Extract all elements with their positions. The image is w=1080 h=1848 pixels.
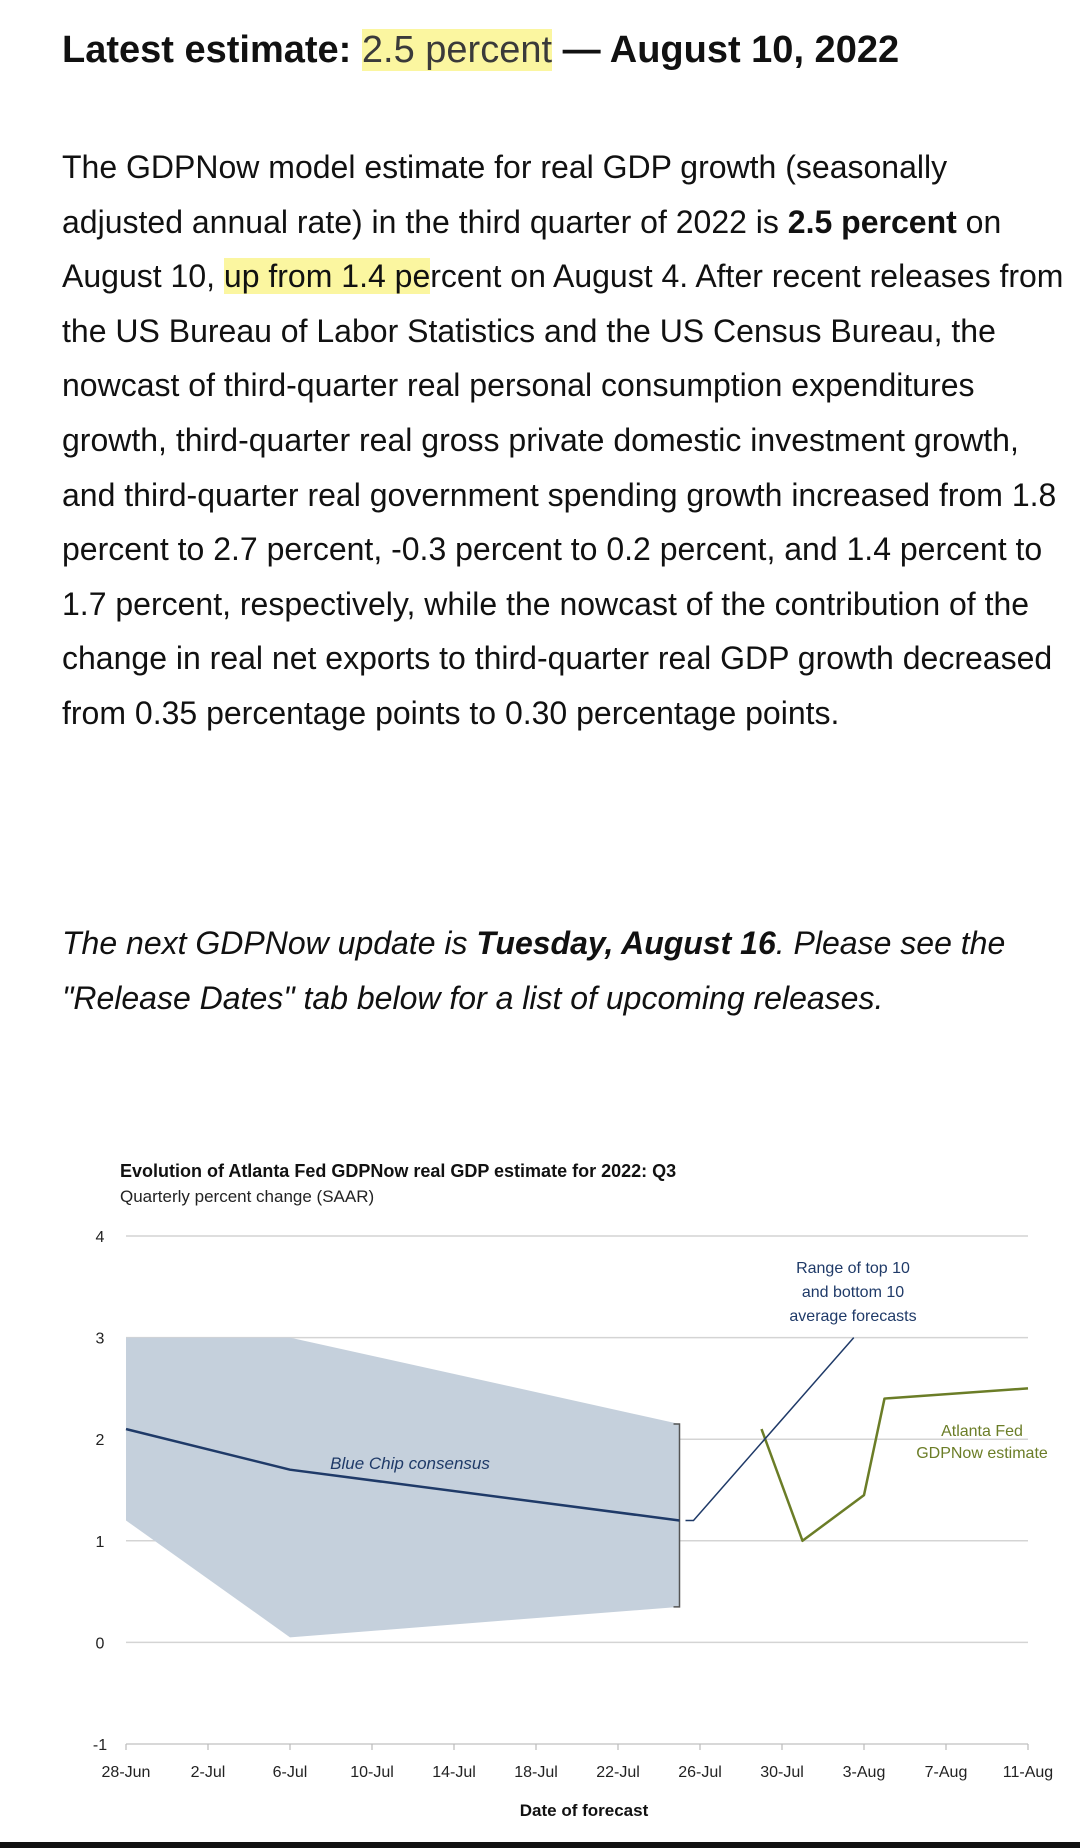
headline: Latest estimate: 2.5 percent — August 10… [62,22,1062,78]
gdpnow-chart: Evolution of Atlanta Fed GDPNow real GDP… [0,1140,1080,1840]
x-axis-label: Date of forecast [520,1801,649,1820]
forecast-range-band [126,1337,680,1638]
paragraph-bold: 2.5 percent [787,203,957,240]
chart-svg: Evolution of Atlanta Fed GDPNow real GDP… [93,1161,1053,1820]
x-tick-label: 30-Jul [760,1764,804,1781]
x-tick-label: 26-Jul [678,1764,722,1781]
range-label-line: average forecasts [789,1308,916,1325]
x-tick-label: 28-Jun [102,1764,151,1781]
y-tick-label: 4 [96,1229,105,1246]
gdpnow-estimate-line [760,1387,1029,1543]
next-update-date: Tuesday, August 16 [476,925,776,961]
x-tick-label: 11-Aug [1003,1764,1053,1781]
paragraph-part2: on August 10, [62,203,1002,295]
headline-date: August 10, 2022 [609,29,900,71]
x-tick-label: 18-Jul [514,1764,558,1781]
y-tick-label: 1 [96,1534,105,1551]
headline-value: 2.5 percent [361,29,553,71]
next-update-part2: . Please see the "Release Dates" tab bel… [62,925,1006,1016]
estimate-paragraph: The GDPNow model estimate for real GDP g… [62,140,1072,741]
paragraph-part1: The GDPNow model estimate for real GDP g… [62,149,948,240]
range-label-line: Range of top 10 [796,1260,910,1277]
x-tick-label: 3-Aug [843,1764,886,1781]
blue-chip-label: Blue Chip consensus [330,1454,490,1473]
x-tick-label: 7-Aug [925,1764,968,1781]
x-tick-label: 14-Jul [432,1764,476,1781]
y-tick-label: 2 [96,1432,105,1449]
range-label-line: and bottom 10 [802,1284,904,1301]
gdpnow-label-line: Atlanta Fed [941,1423,1023,1440]
chart-subtitle: Quarterly percent change (SAAR) [120,1187,374,1206]
headline-label: Latest estimate: [62,29,352,71]
x-tick-label: 6-Jul [273,1764,308,1781]
headline-dash: — [562,29,601,71]
paragraph-highlight: up from 1.4 pe [223,258,431,295]
range-label-connector [685,1337,855,1522]
paragraph-part3: rcent on August 4. After recent releases… [62,258,1064,731]
next-update-note: The next GDPNow update is Tuesday, Augus… [62,916,1072,1025]
y-tick-label: 3 [96,1331,105,1348]
x-tick-label: 10-Jul [350,1764,394,1781]
x-tick-label: 2-Jul [191,1764,226,1781]
gdpnow-label-line: GDPNow estimate [916,1445,1048,1462]
y-tick-label: -1 [93,1737,107,1754]
next-update-part1: The next GDPNow update is [62,925,477,961]
range-bracket [673,1423,681,1608]
chart-title: Evolution of Atlanta Fed GDPNow real GDP… [120,1161,676,1181]
x-tick-label: 22-Jul [596,1764,640,1781]
bottom-border [0,1842,1080,1848]
y-tick-label: 0 [96,1635,105,1652]
